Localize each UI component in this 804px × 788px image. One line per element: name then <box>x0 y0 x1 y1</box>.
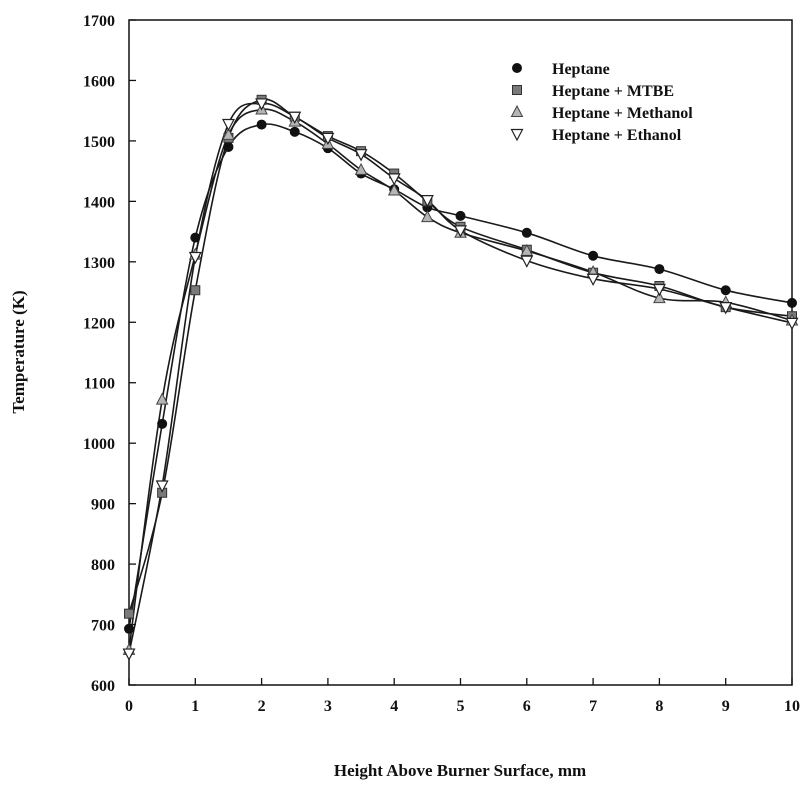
curve-triangle-down <box>128 102 793 654</box>
data-point-triangle-down <box>255 98 269 111</box>
legend-marker-triangle-down <box>510 128 524 142</box>
data-point-square <box>190 285 201 296</box>
y-axis-ticks: 600 700 800 900 1000 1100 1200 1300 1400 1500 1600… <box>83 13 136 695</box>
x-tick-label: 2 <box>258 698 266 715</box>
data-point-triangle-up <box>387 183 401 196</box>
y-tick-label: 900 <box>91 497 115 514</box>
data-point-triangle-up <box>155 392 169 405</box>
y-tick-label: 800 <box>91 557 115 574</box>
legend-label: Heptane <box>552 61 610 78</box>
y-tick-label: 1500 <box>83 134 115 151</box>
curve-square <box>128 98 793 614</box>
y-tick-label: 1200 <box>83 315 115 332</box>
x-tick-label: 6 <box>523 698 531 715</box>
data-point-square <box>124 608 134 619</box>
y-tick-label: 1000 <box>83 436 115 453</box>
y-tick-label: 1600 <box>83 73 115 90</box>
data-point-triangle-down <box>520 255 534 268</box>
legend-label: Heptane + Ethanol <box>552 127 682 144</box>
data-point-triangle-up <box>421 210 434 223</box>
data-point-circle <box>124 623 134 634</box>
legend: Heptane Heptane + MTBE Heptane + Methanol H… <box>510 61 693 144</box>
data-point-triangle-down <box>387 173 401 186</box>
data-point-triangle-down <box>288 111 302 125</box>
fit-curves <box>128 98 793 654</box>
data-point-circle <box>654 264 665 275</box>
x-axis-title: Height Above Burner Surface, mm <box>334 761 586 780</box>
x-tick-label: 3 <box>324 698 332 715</box>
data-point-triangle-down <box>354 149 368 162</box>
data-point-triangle-down <box>652 283 666 297</box>
x-tick-label: 5 <box>457 698 465 715</box>
y-tick-label: 1300 <box>83 255 115 272</box>
x-tick-label: 8 <box>655 698 663 715</box>
x-tick-label: 0 <box>125 698 133 715</box>
legend-marker-square <box>512 85 522 95</box>
y-tick-label: 700 <box>91 618 115 635</box>
data-point-circle <box>455 210 466 221</box>
data-point-triangle-up <box>520 243 534 256</box>
data-point-triangle-down <box>586 273 600 287</box>
x-tick-label: 10 <box>784 698 800 715</box>
data-markers <box>122 94 799 661</box>
data-point-circle <box>223 141 234 152</box>
y-tick-label: 1100 <box>84 376 115 393</box>
data-point-triangle-down <box>188 251 202 265</box>
data-point-circle <box>190 232 201 243</box>
data-point-triangle-down <box>785 317 799 331</box>
data-point-circle <box>588 250 599 261</box>
x-axis-ticks: 0 1 2 3 4 5 6 7 8 9 10 <box>125 678 800 715</box>
legend-label: Heptane + Methanol <box>552 105 693 122</box>
curve-triangle-up <box>128 108 793 651</box>
data-point-triangle-up <box>354 162 368 175</box>
curve-circle <box>128 123 793 629</box>
x-tick-label: 4 <box>390 698 398 715</box>
data-point-triangle-up <box>653 291 666 304</box>
data-point-circle <box>720 285 731 296</box>
data-point-circle <box>289 126 300 137</box>
legend-marker-circle <box>512 63 522 73</box>
data-point-circle <box>521 227 532 238</box>
y-tick-label: 1400 <box>83 194 115 211</box>
data-point-triangle-down <box>321 132 335 146</box>
y-tick-label: 1700 <box>83 13 115 30</box>
data-point-triangle-down <box>221 118 235 132</box>
data-point-circle <box>787 297 797 308</box>
x-tick-label: 7 <box>589 698 597 715</box>
data-point-triangle-down <box>420 195 434 208</box>
x-tick-label: 9 <box>722 698 730 715</box>
data-point-triangle-down <box>454 225 467 238</box>
data-point-circle <box>256 119 267 130</box>
legend-marker-triangle-up <box>510 104 524 117</box>
legend-label: Heptane + MTBE <box>552 83 674 100</box>
y-tick-label: 600 <box>91 678 115 695</box>
data-point-triangle-down <box>155 480 169 493</box>
data-point-triangle-down <box>719 302 733 315</box>
x-tick-label: 1 <box>191 698 199 715</box>
y-axis-title: Temperature (K) <box>9 290 28 413</box>
data-point-triangle-down <box>122 648 136 661</box>
data-point-circle <box>157 418 168 429</box>
data-point-triangle-up <box>222 127 235 140</box>
